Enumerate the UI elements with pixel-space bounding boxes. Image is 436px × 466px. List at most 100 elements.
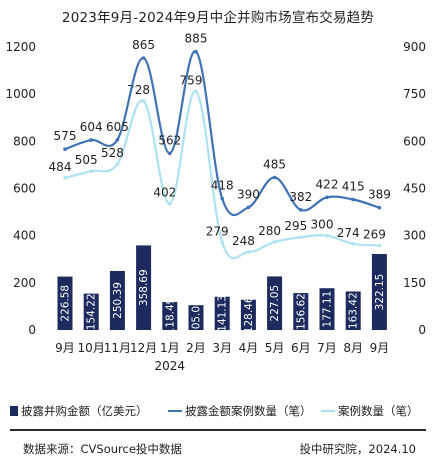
bar — [83, 293, 99, 330]
case-count-point — [246, 250, 251, 254]
right-y-axis: 0 150 300 450 600 750 900 — [403, 40, 426, 337]
case-count-point — [351, 242, 356, 246]
publisher-credit: 投中研究院，2024.10 — [299, 442, 416, 456]
x-tick-label: 9月 — [370, 341, 390, 355]
case-count-point — [377, 243, 382, 248]
right-y-tick-label: 300 — [403, 229, 426, 243]
disclosed-count-label: 885 — [185, 32, 208, 46]
case-count-label: 274 — [337, 226, 360, 240]
bar-value-label: 227.05 — [269, 285, 281, 322]
case-count-line — [64, 90, 380, 260]
left-y-tick-label: 400 — [13, 229, 36, 243]
case-count-label: 280 — [258, 224, 281, 238]
case-count-point — [168, 201, 172, 206]
bar — [214, 296, 230, 330]
x-tick-label: 7月 — [317, 341, 337, 355]
bar-value-label: 141.13 — [217, 295, 229, 332]
bar — [345, 291, 361, 330]
x-tick-label: 5月 — [265, 341, 285, 355]
case-count-point — [272, 240, 277, 244]
bar-value-label: 226.58 — [60, 285, 72, 322]
legend-item-case-count: 案例数量（笔） — [321, 403, 419, 419]
disclosed-count-label: 575 — [54, 129, 77, 143]
right-y-tick-label: 450 — [403, 182, 426, 196]
case-count-point — [220, 240, 224, 245]
bar-value-label: 156.62 — [295, 293, 307, 330]
disclosed-count-point — [89, 138, 93, 142]
disclosed-count-label: 605 — [106, 120, 129, 134]
legend-swatch-case-count — [321, 410, 335, 412]
bar — [267, 276, 283, 330]
disclosed-count-point — [351, 197, 356, 202]
disclosed-count-point — [141, 56, 146, 60]
bar — [162, 302, 178, 330]
bar — [188, 305, 204, 330]
x-tick-label: 8月 — [343, 341, 363, 355]
legend-swatch-disclosed-count — [168, 410, 182, 412]
legend-item-disclosed-count: 披露金额案例数量（笔） — [168, 403, 312, 419]
disclosed-count-point — [63, 147, 67, 151]
case-count-point — [115, 162, 120, 166]
x-tick-label: 3月 — [212, 341, 232, 355]
bar-value-label: 154.22 — [86, 293, 98, 330]
right-y-tick-label: 750 — [403, 87, 426, 101]
x-tick-label: 4月 — [239, 341, 259, 355]
disclosed-count-label: 389 — [368, 188, 391, 202]
x-tick-label: 10月 — [78, 341, 105, 355]
disclosed-count-label: 382 — [289, 190, 312, 204]
disclosed-count-point — [115, 137, 120, 142]
case-count-label: 279 — [206, 224, 229, 238]
bar — [293, 293, 309, 330]
case-count-point — [141, 99, 146, 103]
case-count-label: 528 — [101, 146, 124, 160]
case-count-point — [299, 235, 303, 240]
case-count-label: 295 — [284, 219, 307, 233]
legend-label-case-count: 案例数量（笔） — [338, 404, 419, 418]
left-y-tick-label: 800 — [13, 134, 36, 148]
right-y-tick-label: 0 — [418, 323, 426, 337]
bar-value-label: 177.11 — [322, 291, 334, 328]
disclosed-count-label: 418 — [211, 179, 234, 193]
legend-item-amount: 披露并购金额（亿美元） — [10, 403, 148, 419]
case-count-label: 505 — [75, 153, 98, 167]
case-count-label: 300 — [311, 218, 334, 232]
bar-series: 226.58 154.22 250.39 358.69 118.49 105.05 141.… — [57, 245, 387, 336]
disclosed-count-label: 390 — [237, 187, 260, 201]
left-y-tick-label: 200 — [13, 276, 36, 290]
bar — [109, 270, 125, 330]
disclosed-count-label: 485 — [263, 157, 286, 171]
left-y-tick-label: 0 — [28, 323, 36, 337]
combo-chart: 0 200 400 600 800 1000 1200 0 150 300 450 600 750 90… — [5, 32, 426, 373]
case-count-label: 759 — [180, 73, 203, 87]
disclosed-count-point — [246, 205, 251, 210]
case-count-label: 402 — [153, 186, 176, 200]
disclosed-count-point — [377, 205, 382, 210]
x-tick-label: 11月 — [104, 341, 131, 355]
legend-label-amount: 披露并购金额（亿美元） — [21, 404, 148, 418]
case-count-point — [63, 176, 67, 180]
right-y-tick-label: 900 — [403, 40, 426, 54]
disclosed-count-label: 865 — [132, 38, 155, 52]
legend-swatch-amount — [10, 406, 18, 416]
left-y-tick-label: 1000 — [5, 87, 36, 101]
bar-value-label: 128.46 — [243, 296, 255, 333]
left-y-tick-label: 600 — [13, 182, 36, 196]
case-count-label: 248 — [232, 234, 255, 248]
right-y-tick-label: 150 — [403, 276, 426, 290]
disclosed-count-label: 562 — [158, 133, 181, 147]
case-count-label: 269 — [363, 227, 386, 241]
x-tick-label: 6月 — [291, 341, 311, 355]
left-y-axis: 0 200 400 600 800 1000 1200 — [5, 40, 36, 337]
bar-value-label: 118.49 — [164, 298, 176, 335]
right-y-tick-label: 600 — [403, 134, 426, 148]
bar-value-label: 105.05 — [191, 299, 203, 336]
x-tick-label: 1月 — [160, 341, 180, 355]
disclosed-count-label: 415 — [342, 180, 365, 194]
bar — [136, 245, 152, 330]
disclosed-count-label: 604 — [80, 120, 103, 134]
data-source: 数据来源：CVSource投中数据 — [23, 442, 182, 456]
disclosed-count-point — [272, 175, 277, 180]
bar — [57, 276, 73, 330]
x-year-label: 2024 — [155, 359, 186, 373]
